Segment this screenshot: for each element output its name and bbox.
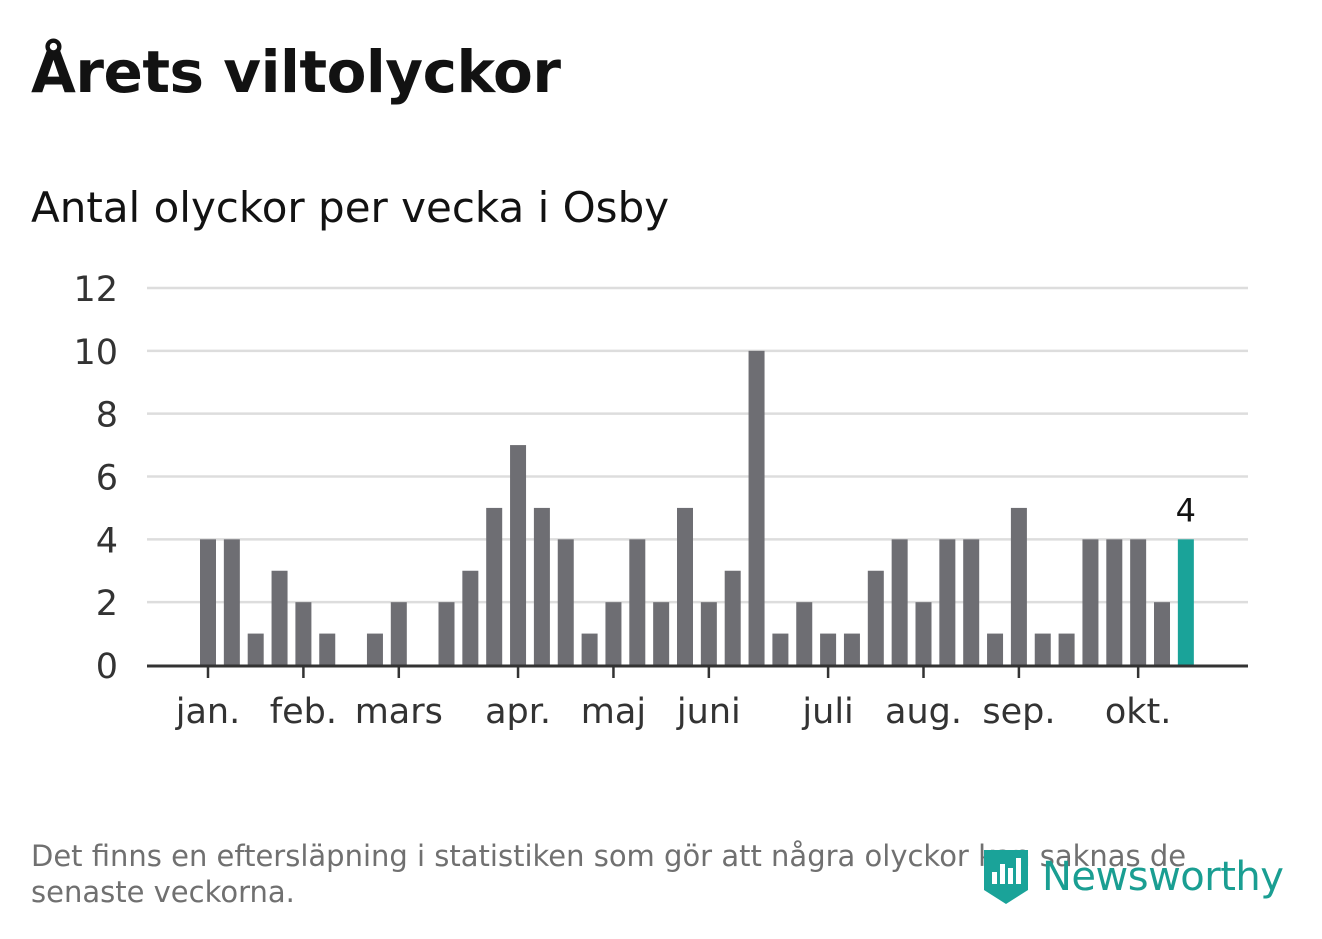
bar [867, 570, 884, 665]
y-tick-label: 2 [96, 584, 118, 624]
bar [939, 539, 956, 665]
bar [915, 602, 932, 665]
bar [987, 633, 1004, 665]
bar [1058, 633, 1075, 665]
bar [629, 539, 646, 665]
bar [200, 539, 216, 665]
bar [772, 633, 789, 665]
x-tick-label: juni [676, 692, 741, 732]
bar [438, 602, 455, 665]
bar [843, 633, 860, 665]
bar [748, 350, 765, 665]
bar [223, 539, 240, 665]
bar [1010, 507, 1027, 665]
logo-text: Newsworthy [1042, 854, 1284, 900]
bar [247, 633, 264, 665]
x-tick-label: maj [581, 692, 646, 732]
bar [295, 602, 312, 665]
bar [891, 539, 908, 665]
bar [319, 633, 336, 665]
bar [796, 602, 813, 665]
x-tick-label: jan. [175, 692, 240, 732]
y-tick-label: 6 [96, 459, 118, 499]
bar [1106, 539, 1123, 665]
bar [510, 445, 527, 665]
y-tick-label: 8 [96, 396, 118, 436]
bar [653, 602, 670, 665]
x-tick-label: okt. [1105, 692, 1172, 732]
x-tick-label: feb. [270, 692, 337, 732]
bar [462, 570, 479, 665]
bar [724, 570, 741, 665]
y-tick-label: 0 [96, 647, 118, 687]
x-tick-label: sep. [982, 692, 1055, 732]
x-tick-label: aug. [885, 692, 962, 732]
bar [581, 633, 598, 665]
highlight-bar [1177, 539, 1194, 665]
bar-chart: 0 2 4 6 8 10 12 4 jan. feb. mars apr. maj juni juli aug… [73, 270, 1248, 732]
bar [677, 507, 693, 665]
newsworthy-logo: Newsworthy [980, 846, 1284, 908]
bar [963, 539, 980, 665]
bar [1082, 539, 1099, 665]
bar [1154, 602, 1170, 665]
x-tick-label: juli [801, 692, 853, 732]
bar [557, 539, 574, 665]
chart-subtitle: Antal olyckor per vecka i Osby [31, 183, 670, 232]
x-tick-label: mars [355, 692, 443, 732]
x-tick-label: apr. [485, 692, 551, 732]
data-label: 4 [1176, 491, 1196, 529]
bar [271, 570, 288, 665]
y-tick-label: 10 [73, 333, 118, 373]
bar [700, 602, 717, 665]
bar [605, 602, 622, 665]
bar [1130, 539, 1147, 665]
y-tick-label: 4 [96, 521, 118, 561]
bar [820, 633, 837, 665]
bar [533, 507, 550, 665]
bar [1034, 633, 1051, 665]
newsworthy-logo-icon [984, 850, 1028, 904]
bar [486, 507, 503, 665]
y-tick-label: 12 [73, 270, 118, 310]
bar [390, 602, 407, 665]
chart-title: Årets viltolyckor [31, 38, 561, 106]
bar [366, 633, 383, 665]
